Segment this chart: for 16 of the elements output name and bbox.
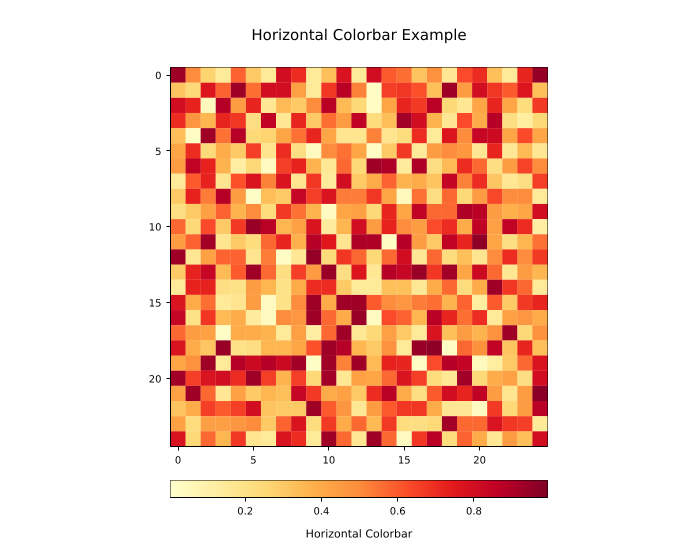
- y-tick-label: 15: [148, 298, 162, 310]
- y-tick-label: 5: [155, 146, 162, 158]
- x-tick-label: 15: [398, 456, 411, 466]
- y-tick-label: 0: [155, 71, 162, 82]
- color-bar-label: 0.6: [390, 506, 406, 518]
- x-tick-label: 0: [174, 456, 182, 466]
- y-tick-label: 20: [148, 374, 162, 386]
- color-bar-title: Horizontal Colorbar: [306, 528, 413, 540]
- x-tick-label: 20: [473, 456, 486, 466]
- color-bar-label: 0.8: [466, 506, 482, 518]
- chart-title: Horizontal Colorbar Example: [251, 26, 467, 44]
- x-tick-label: 5: [250, 456, 257, 466]
- x-tick-label: 10: [322, 456, 336, 466]
- color-bar-label: 0.2: [237, 506, 254, 518]
- color-bar-label: 0.4: [314, 506, 330, 518]
- y-tick-label: 10: [148, 222, 162, 234]
